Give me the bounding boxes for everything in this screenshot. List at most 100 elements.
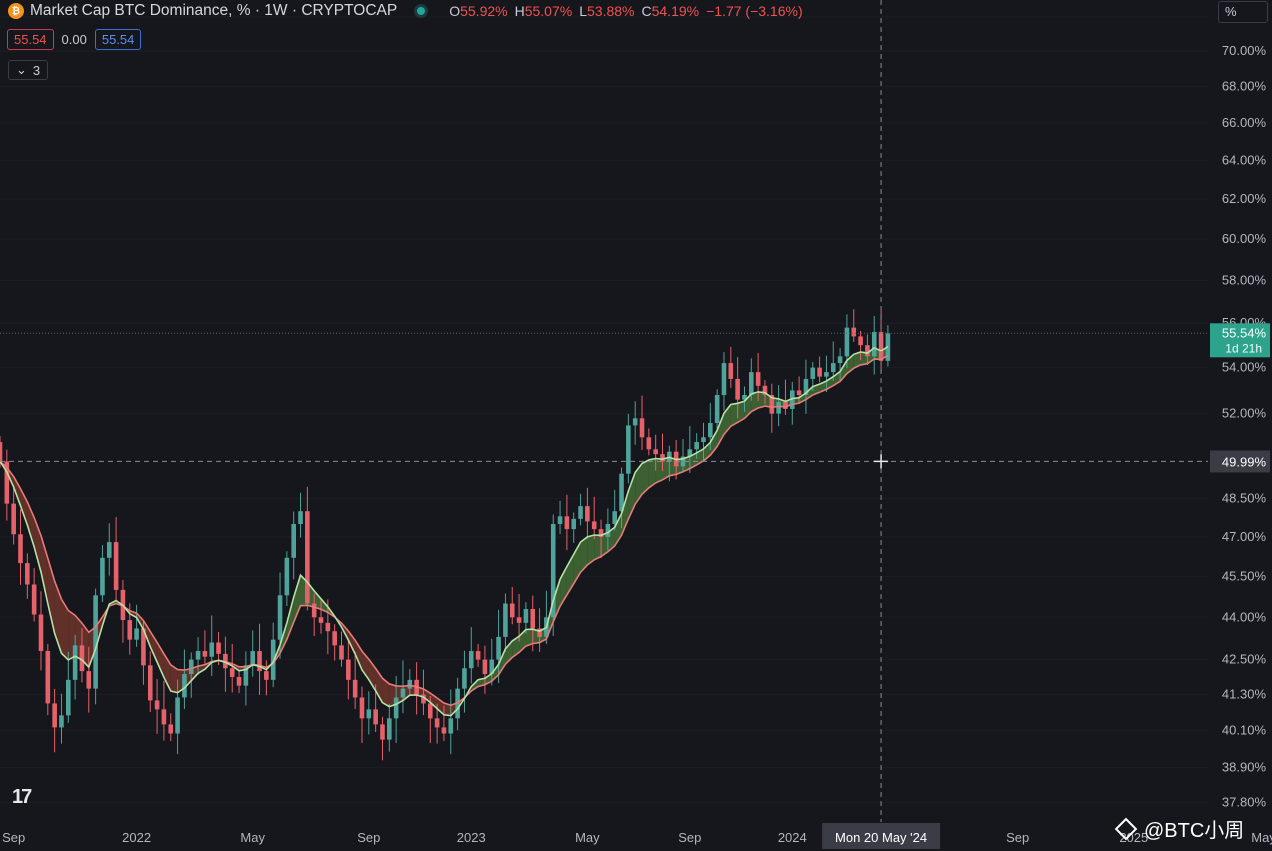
- indicator-value-1[interactable]: 55.54: [7, 29, 54, 50]
- candle-body: [776, 401, 781, 414]
- candle-body: [298, 511, 303, 524]
- candle-body: [530, 609, 536, 629]
- candle-body: [209, 642, 215, 657]
- time-tick-label: 2025: [1119, 830, 1148, 845]
- candle-body: [714, 394, 720, 424]
- candle-body: [93, 595, 98, 689]
- indicators-collapse-button[interactable]: ⌄ 3: [8, 60, 49, 80]
- ema-ribbon-segment: [655, 458, 663, 483]
- bar-countdown: 1d 21h: [1225, 341, 1262, 355]
- candle-body: [270, 639, 276, 680]
- candle-body: [25, 563, 30, 585]
- indicator-count: 3: [32, 62, 41, 78]
- price-tick-label: 40.10%: [1222, 722, 1267, 737]
- candle-body: [837, 356, 843, 364]
- candle-body: [844, 327, 850, 357]
- candle-body: [421, 694, 426, 704]
- time-axis-background: [0, 822, 1272, 851]
- time-tick-label: May: [1251, 830, 1272, 845]
- candle-body: [653, 449, 658, 455]
- candle-body: [509, 603, 515, 618]
- candle-body: [257, 651, 262, 672]
- ema-fast-line: [0, 345, 889, 717]
- candle-body: [824, 372, 829, 377]
- candle-body: [865, 345, 870, 357]
- candle-body: [564, 516, 570, 530]
- candle-body: [277, 595, 283, 640]
- price-tick-label: 42.50%: [1222, 652, 1267, 667]
- candle-body: [106, 542, 112, 558]
- candle-body: [195, 651, 201, 660]
- ema-ribbon-segment: [27, 501, 35, 547]
- ema-ribbon-segment: [717, 413, 724, 447]
- candle-body: [264, 671, 269, 680]
- candle-body: [311, 603, 317, 618]
- candle-body: [796, 390, 802, 395]
- candle-body: [387, 718, 392, 740]
- high-label: H: [514, 3, 525, 19]
- ema-ribbon-segment: [491, 664, 499, 682]
- candle-body: [434, 718, 440, 728]
- chevron-down-icon: ⌄: [16, 62, 27, 77]
- ema-ribbon-segment: [512, 636, 520, 658]
- price-tick-label: 66.00%: [1222, 115, 1267, 130]
- ema-ribbon-segment: [601, 532, 608, 557]
- indicator-value-2: 0.00: [61, 32, 87, 47]
- ema-ribbon-segment: [34, 517, 41, 572]
- candle-body: [817, 367, 822, 377]
- time-tick-label: 2022: [122, 830, 151, 845]
- price-axis[interactable]: 37.80% 38.90% 40.10% 41.30% 42.50% 44.00% 45.5…: [1210, 0, 1272, 851]
- indicator-value-3[interactable]: 55.54: [94, 29, 142, 50]
- candle-body: [325, 622, 331, 632]
- time-tick-label: 2024: [778, 830, 807, 845]
- ema-ribbon-segment: [498, 648, 506, 675]
- ema-ribbon-segment: [471, 679, 479, 692]
- time-tick-label: Sep: [357, 830, 380, 845]
- ema-ribbon-segment: [840, 360, 847, 382]
- ema-ribbon-segment: [293, 575, 301, 623]
- candle-body: [749, 372, 754, 395]
- candle-body: [489, 659, 495, 675]
- time-axis[interactable]: Sep 2022 May Sep 2023 May Sep 2024 Sep 2025 May Mon…: [0, 822, 1272, 851]
- price-tick-label: 62.00%: [1222, 191, 1267, 206]
- candle-body: [571, 518, 577, 530]
- candle-body: [830, 363, 836, 373]
- ema-ribbon-segment: [710, 430, 718, 456]
- symbol-title[interactable]: Market Cap BTC Dominance, % · 1W · CRYPT…: [30, 2, 398, 19]
- candle-body: [585, 506, 590, 522]
- candle-body: [646, 437, 652, 450]
- ema-ribbon-segment: [198, 664, 205, 674]
- candle-body: [742, 394, 747, 400]
- candle-body: [858, 336, 863, 346]
- candle-body: [134, 628, 139, 640]
- price-tick-label: 44.00%: [1222, 609, 1267, 624]
- candle-body: [100, 557, 105, 596]
- candle-body: [427, 703, 433, 719]
- candle-body: [803, 378, 809, 395]
- ema-ribbon-segment: [689, 452, 697, 469]
- candle-body: [291, 523, 296, 558]
- candle-body: [503, 603, 508, 637]
- ema-ribbon-segment: [61, 599, 69, 660]
- ema-ribbon-segment: [20, 488, 28, 525]
- ema-ribbon-segment: [799, 392, 806, 404]
- open-value: 55.92%: [460, 3, 508, 19]
- ema-ribbon-segment: [730, 403, 738, 427]
- candle-body: [496, 636, 501, 660]
- scale-unit-button[interactable]: %: [1218, 1, 1268, 23]
- last-price-value: 55.54%: [1222, 325, 1267, 340]
- candle-body: [38, 614, 44, 652]
- candle-body: [66, 679, 71, 716]
- ema-ribbon-segment: [751, 391, 759, 412]
- candle-body: [598, 529, 604, 537]
- candle-body: [639, 418, 645, 438]
- ema-ribbon-segment: [587, 534, 595, 565]
- price-tick-label: 37.80%: [1222, 794, 1267, 809]
- candle-body: [523, 609, 529, 623]
- ema-ribbon-segment: [594, 534, 602, 560]
- ema-ribbon-segment: [382, 678, 390, 707]
- candle-body: [721, 363, 727, 395]
- candle-body: [680, 456, 686, 467]
- price-tick-label: 64.00%: [1222, 152, 1267, 167]
